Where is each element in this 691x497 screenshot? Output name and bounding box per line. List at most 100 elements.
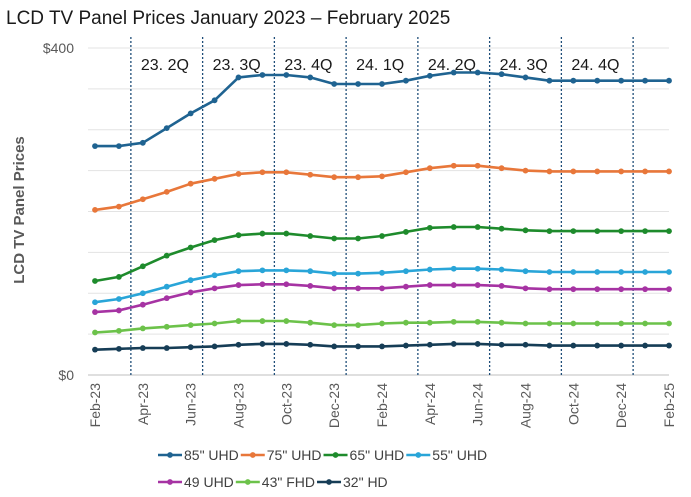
data-point bbox=[666, 168, 672, 175]
data-point bbox=[666, 77, 672, 84]
data-point bbox=[498, 165, 505, 172]
data-point bbox=[666, 320, 672, 327]
legend: 85" UHD 75" UHD 65" UHD 55" UHD 49 UHD 43" FH… bbox=[158, 447, 487, 490]
legend-item: 65" UHD bbox=[323, 447, 404, 463]
data-point bbox=[474, 69, 481, 76]
data-point bbox=[331, 81, 338, 87]
data-point bbox=[187, 180, 194, 187]
data-point bbox=[522, 320, 529, 327]
data-point bbox=[211, 175, 218, 182]
y-tick-label: $400 bbox=[43, 40, 74, 56]
data-point bbox=[307, 319, 314, 326]
data-point bbox=[403, 283, 409, 290]
series bbox=[92, 69, 672, 150]
data-point bbox=[426, 266, 433, 273]
data-point bbox=[331, 174, 338, 181]
data-point bbox=[355, 235, 361, 242]
data-point bbox=[139, 263, 146, 270]
quarter-label: 23. 2Q bbox=[141, 57, 189, 74]
x-tick-label: Aug-24 bbox=[518, 383, 534, 428]
data-point bbox=[355, 285, 361, 292]
x-tick-label: Dec-24 bbox=[613, 383, 629, 428]
legend-swatch-marker bbox=[332, 452, 339, 458]
data-point bbox=[403, 77, 409, 84]
data-point bbox=[379, 81, 385, 87]
data-point bbox=[163, 252, 170, 259]
data-point bbox=[570, 286, 577, 293]
data-point bbox=[259, 267, 266, 274]
data-point bbox=[307, 341, 314, 348]
data-point bbox=[355, 81, 361, 87]
data-point bbox=[403, 268, 409, 275]
data-point bbox=[92, 143, 98, 150]
data-point bbox=[211, 97, 218, 104]
data-point bbox=[211, 343, 218, 350]
data-point bbox=[522, 227, 529, 234]
x-tick-label: Oct-23 bbox=[278, 383, 294, 425]
x-tick-label: Feb-24 bbox=[374, 383, 390, 428]
data-point bbox=[187, 344, 194, 351]
legend-item: 85" UHD bbox=[158, 447, 239, 463]
data-point bbox=[474, 265, 481, 272]
data-point bbox=[666, 286, 672, 293]
data-point bbox=[355, 174, 361, 181]
data-point bbox=[331, 235, 338, 242]
x-tick-label: Aug-23 bbox=[231, 383, 247, 428]
legend-item: 49 UHD bbox=[158, 474, 234, 490]
data-point bbox=[307, 233, 314, 239]
data-point bbox=[594, 269, 601, 275]
series-group bbox=[92, 69, 672, 353]
data-point bbox=[450, 162, 457, 169]
legend-item: 55" UHD bbox=[406, 447, 487, 463]
data-point bbox=[379, 285, 385, 292]
quarter-label: 24. 2Q bbox=[428, 57, 476, 74]
data-point bbox=[642, 269, 648, 275]
data-point bbox=[163, 283, 170, 290]
data-point bbox=[211, 285, 218, 292]
legend-label: 55" UHD bbox=[432, 447, 487, 463]
data-point bbox=[426, 165, 433, 172]
quarter-label: 23. 4Q bbox=[284, 57, 332, 74]
data-point bbox=[235, 170, 242, 177]
data-point bbox=[331, 270, 338, 277]
data-point bbox=[355, 322, 361, 329]
data-point bbox=[498, 225, 505, 232]
legend-swatch-marker bbox=[249, 452, 256, 458]
data-point bbox=[116, 307, 122, 314]
legend-swatch-marker bbox=[167, 479, 173, 485]
legend-item: 43" FHD bbox=[235, 474, 315, 490]
data-point bbox=[235, 341, 242, 348]
data-point bbox=[92, 329, 98, 336]
data-point bbox=[139, 325, 146, 332]
data-point bbox=[570, 77, 577, 84]
quarter-label: 23. 3Q bbox=[213, 57, 261, 74]
data-point bbox=[594, 342, 601, 349]
data-point bbox=[426, 282, 433, 288]
legend-label: 49 UHD bbox=[184, 474, 234, 490]
data-point bbox=[116, 327, 122, 334]
data-point bbox=[546, 269, 553, 275]
series bbox=[92, 224, 672, 284]
legend-swatch-marker bbox=[326, 479, 332, 485]
data-point bbox=[116, 274, 122, 280]
axes: $0 $400 Feb-23 Apr-23 Jun-23 Aug-23 Oct-23 Dec-… bbox=[43, 40, 677, 428]
data-point bbox=[474, 282, 481, 288]
data-point bbox=[450, 318, 457, 325]
data-point bbox=[92, 299, 98, 306]
quarter-label: 24. 4Q bbox=[571, 57, 619, 74]
data-point bbox=[594, 77, 601, 84]
data-point bbox=[355, 270, 361, 277]
data-point bbox=[379, 233, 385, 239]
data-point bbox=[642, 320, 648, 327]
data-point bbox=[92, 346, 98, 353]
series bbox=[92, 281, 672, 315]
data-point bbox=[139, 301, 146, 308]
x-tick-label: Feb-23 bbox=[87, 383, 103, 428]
data-point bbox=[235, 282, 242, 288]
data-point bbox=[139, 290, 146, 297]
data-point bbox=[259, 169, 266, 176]
data-point bbox=[618, 342, 625, 349]
data-point bbox=[235, 318, 242, 324]
legend-item: 75" UHD bbox=[240, 447, 322, 463]
